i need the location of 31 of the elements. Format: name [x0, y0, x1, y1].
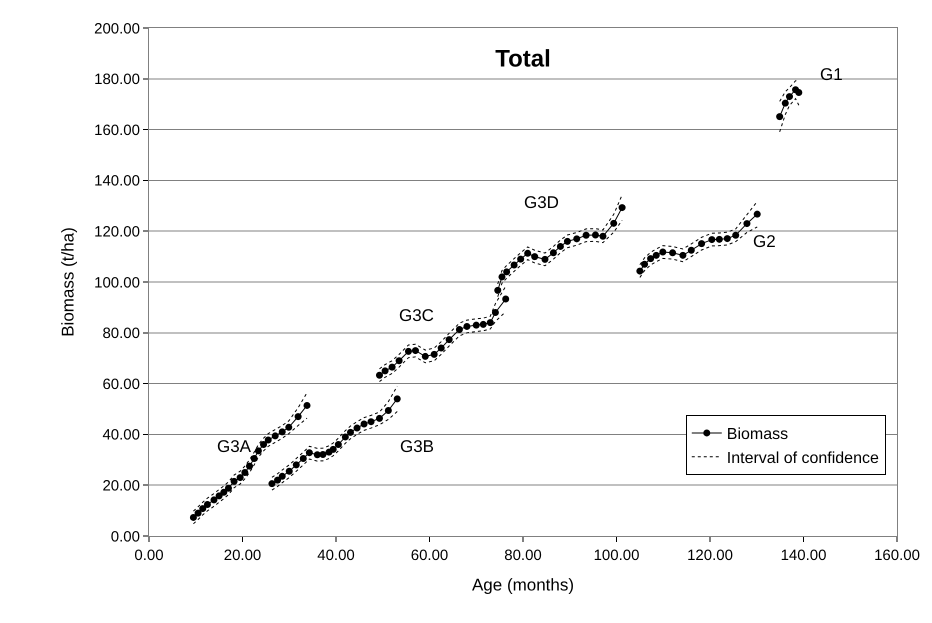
x-tick-label: 100.00	[594, 547, 640, 564]
x-tick-label: 0.00	[134, 547, 164, 564]
y-tick-label: 20.00	[102, 477, 140, 494]
y-tick-label: 60.00	[102, 376, 140, 393]
x-tick-label: 60.00	[410, 547, 448, 564]
y-tick-label: 100.00	[94, 274, 140, 292]
text: Total	[495, 45, 551, 72]
x-tick-label: 80.00	[504, 547, 542, 564]
annotation: G3A	[217, 437, 252, 456]
y-tick-label: 200.00	[94, 20, 140, 38]
annotation: G3D	[524, 193, 559, 212]
y-tick-label: 0.00	[110, 528, 140, 546]
x-axis-title: Age (months)	[472, 575, 574, 594]
x-tick-label: 140.00	[780, 547, 826, 564]
annotation: G1	[820, 65, 843, 84]
x-tick-label: 40.00	[317, 547, 355, 564]
legend-label: Interval of confidence	[726, 450, 879, 467]
y-tick-label: 80.00	[102, 325, 140, 342]
y-axis-title: Biomass (t/ha)	[58, 227, 78, 337]
annotation: G3B	[400, 437, 434, 456]
y-tick-label: 120.00	[94, 223, 140, 240]
legend-label: Biomass	[726, 426, 788, 444]
y-tick-label: 40.00	[102, 426, 140, 444]
x-tick-label: 160.00	[874, 547, 920, 564]
annotation: G2	[753, 232, 776, 251]
x-tick-label: 120.00	[687, 547, 733, 564]
y-tick-label: 160.00	[94, 122, 140, 139]
y-tick-label: 140.00	[94, 172, 140, 190]
annotation: G3C	[399, 306, 434, 325]
x-tick-label: 20.00	[224, 547, 262, 564]
y-tick-label: 180.00	[94, 71, 140, 88]
